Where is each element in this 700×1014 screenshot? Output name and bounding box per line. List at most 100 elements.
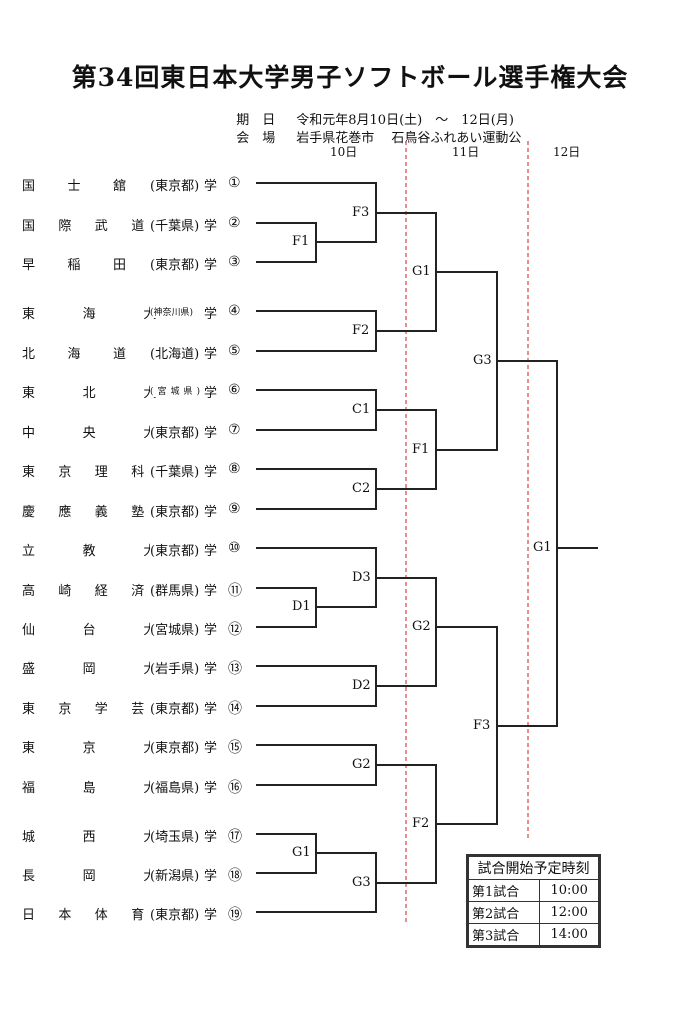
schedule-row: 第2試合 12:00 [467,901,599,924]
date-label: 期 日 [236,113,276,128]
line-F1 [256,222,317,263]
team-row: 東海大学 (神奈川県) ④ [22,303,241,322]
page-title: 第34回東日本大学男子ソフトボール選手権大会 [71,63,629,92]
match-label-G3-r1: G3 [351,875,372,890]
team-number: ② [228,215,241,231]
team-number: ① [228,175,241,191]
team-number: ⑭ [228,701,242,717]
team-row: 北海道大学 (北海道) ⑤ [22,343,241,362]
schedule-time: 12:00 [539,901,599,924]
date-row: 期 日 令和元年8月10日(土) ～ 12日(月) [228,94,514,128]
match-label-D1: D1 [291,599,312,614]
match-label-F1-r2: F1 [411,442,431,457]
team-number: ⑦ [228,422,241,438]
team-pref: (岩手県) [150,658,200,677]
team-row: 高崎経済大学 (群馬県) ⑪ [22,580,242,599]
day-dividers [405,141,529,925]
team-pref: (北海道) [150,343,200,362]
team-number: ⑰ [228,829,242,845]
team-row: 早稲田大学 (東京都) ③ [22,254,241,273]
team-row: 東北大学 (宮城県) ⑥ [22,382,241,401]
venue-label: 会 場 [236,131,276,146]
team-number: ⑩ [228,540,241,556]
team-pref: (神奈川県) [150,305,194,318]
schedule-time: 10:00 [539,879,599,902]
team-row: 東京理科大学 (千葉県) ⑧ [22,461,241,480]
team-row: 東京学芸大学 (東京都) ⑭ [22,698,242,717]
team-row: 福島大学 (福島県) ⑯ [22,777,242,796]
team-pref: (宮城県) [150,619,200,638]
bracket-lines [256,182,598,913]
team-row: 慶應義塾大学 (東京都) ⑨ [22,501,241,520]
day-header-1: 10日 [330,145,358,159]
team-row: 城西大学 (埼玉県) ⑰ [22,826,242,845]
match-label-G2-r2: G2 [411,619,432,634]
match-label-C1: C1 [351,402,372,417]
team-pref: (福島県) [150,777,200,796]
match-label-F3: F3 [351,205,371,220]
team-pref: (新潟県) [150,865,200,884]
schedule-row: 第3試合 14:00 [467,923,599,946]
match-label-F1: F1 [291,234,311,249]
team-number: ⑯ [228,780,242,796]
match-label-F2: F2 [351,323,371,338]
team-number: ⑨ [228,501,241,517]
team-pref: (東京都) [150,501,200,520]
match-label-F3-r3: F3 [472,718,492,733]
venue-row: 会 場 岩手県花巻市 石鳥谷ふれあい運動公 [228,112,521,146]
match-label-G2-r1: G2 [351,757,372,772]
date-value: 令和元年8月10日(土) ～ 12日(月) [296,113,514,128]
team-row: 国士舘大学 (東京都) ① [22,175,241,194]
team-pref: (埼玉県) [150,826,200,845]
team-number: ⑬ [228,661,242,677]
team-pref: (東京都) [150,698,200,717]
team-row: 盛岡大学 (岩手県) ⑬ [22,658,242,677]
day-header-2: 11日 [452,145,480,159]
match-label-G1-r2: G1 [411,264,432,279]
team-pref: (東京都) [150,540,200,559]
team-number: ⑮ [228,740,242,756]
team-number: ③ [228,254,241,270]
team-pref: (東京都) [150,422,200,441]
schedule-row: 第1試合 10:00 [467,879,599,902]
line-D1 [256,587,317,628]
team-row: 日本体育大学 (東京都) ⑲ [22,904,242,923]
schedule-time: 14:00 [539,923,599,946]
schedule-header: 試合開始予定時刻 [468,856,599,880]
team-pref: (千葉県) [150,215,200,234]
schedule-game: 第2試合 [467,901,541,924]
team-pref: (群馬県) [150,580,200,599]
team-row: 東京大学 (東京都) ⑮ [22,737,242,756]
team-number: ⑪ [228,583,242,599]
team-pref: (東京都) [150,737,200,756]
team-row: 国際武道大学 (千葉県) ② [22,215,241,234]
team-pref: (東京都) [150,254,200,273]
team-pref: (東京都) [150,904,200,923]
team-number: ④ [228,303,241,319]
match-label-G3-r3: G3 [472,353,493,368]
team-row: 仙台大学 (宮城県) ⑫ [22,619,242,638]
team-number: ⑧ [228,461,241,477]
match-label-C2: C2 [351,481,372,496]
line-G2 [376,577,437,687]
venue-value: 岩手県花巻市 石鳥谷ふれあい運動公 [296,131,522,146]
team-number: ⑲ [228,907,242,923]
match-label-D3: D3 [351,570,372,585]
schedule-game: 第1試合 [467,879,541,902]
team-number: ⑫ [228,622,242,638]
team-number: ⑤ [228,343,241,359]
team-row: 立教大学 (東京都) ⑩ [22,540,241,559]
match-label-final: G1 [532,540,553,555]
schedule-table: 試合開始予定時刻 第1試合 10:00 第2試合 12:00 第3試合 14:00 [466,854,601,948]
team-pref: (東京都) [150,175,200,194]
team-row: 中央大学 (東京都) ⑦ [22,422,241,441]
team-row: 長岡大学 (新潟県) ⑱ [22,865,242,884]
line-final [497,360,558,727]
team-number: ⑥ [228,382,241,398]
match-label-F2-r2: F2 [411,816,431,831]
match-label-G1-r1: G1 [291,845,312,860]
schedule-game: 第3試合 [467,923,541,946]
day-header-3: 12日 [553,145,581,159]
team-pref: (宮城県) [150,384,205,397]
